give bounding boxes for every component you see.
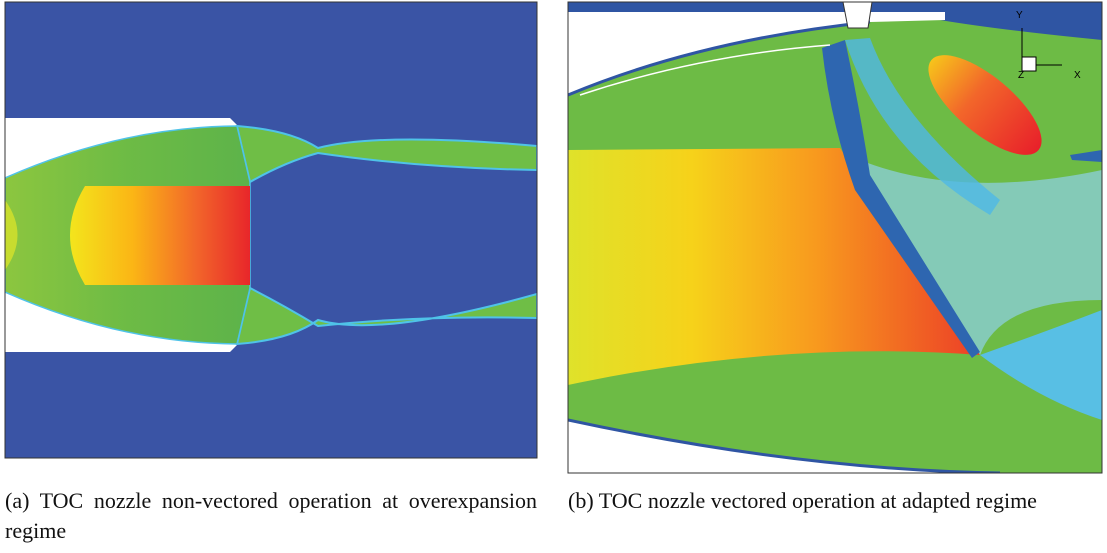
caption-a: (a) TOC nozzle non-vectored operation at… <box>5 488 537 543</box>
panel-a-image <box>5 2 537 458</box>
caption-b: (b) TOC nozzle vectored operation at ada… <box>568 488 1037 513</box>
panel-b-image: Y X Z <box>568 2 1102 473</box>
axis-label-x: X <box>1074 70 1081 81</box>
axis-label-z: Z <box>1018 70 1024 81</box>
figure-images: Y X Z <box>4 1 1103 474</box>
axis-label-y: Y <box>1016 10 1023 21</box>
